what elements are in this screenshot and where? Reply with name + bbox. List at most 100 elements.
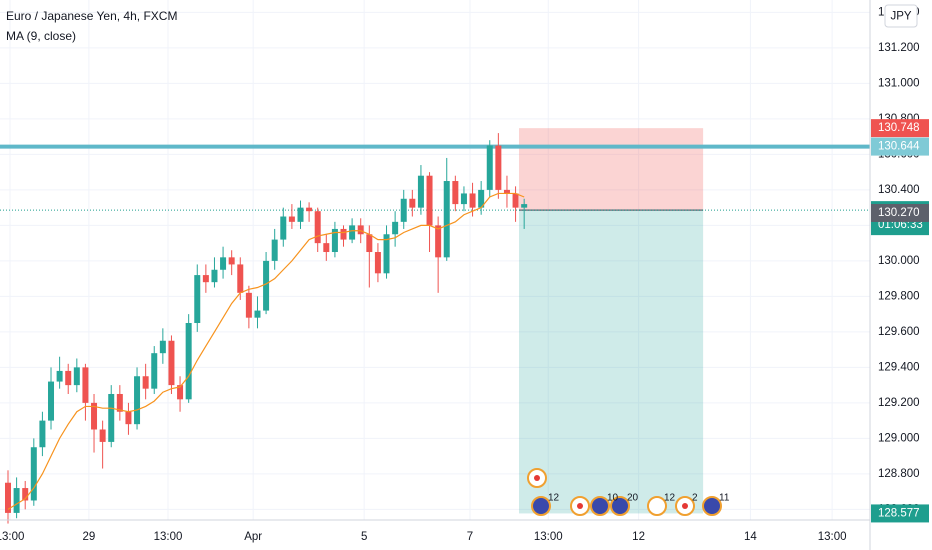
event-icon <box>647 496 667 516</box>
candle-body <box>374 252 381 274</box>
events: 12 10 20 12 2 11 <box>527 468 730 516</box>
candle-body <box>366 234 373 253</box>
event-dot <box>577 503 583 509</box>
event-count: 20 <box>627 493 639 504</box>
candle-body <box>331 228 338 253</box>
candle-body <box>495 145 502 190</box>
x-tick-label: 29 <box>82 531 95 543</box>
candle-body <box>151 353 158 389</box>
x-tick-label: 13:00 <box>534 531 563 543</box>
x-tick-label: 7 <box>467 531 473 543</box>
candle-body <box>56 370 63 382</box>
chart-title: Euro / Japanese Yen, 4h, FXCM <box>6 9 177 23</box>
candle-body <box>39 420 46 448</box>
y-tick-label: 131.000 <box>878 77 920 89</box>
candle-body <box>177 385 184 400</box>
y-tick-label: 131.200 <box>878 42 920 54</box>
price-label: 130.270 <box>878 207 920 219</box>
price-label-bg <box>871 119 929 138</box>
stop-zone <box>519 128 704 211</box>
x-tick-label: 14 <box>744 531 757 543</box>
candle-body <box>426 175 433 226</box>
price-axis: 128.600128.800129.000129.200129.400129.6… <box>0 6 929 543</box>
candle-body <box>237 264 244 293</box>
y-tick-label: 129.400 <box>878 361 920 373</box>
ma-line <box>7 192 525 510</box>
candle-body <box>65 370 72 386</box>
candle-body <box>220 257 227 270</box>
indicator-label: MA (9, close) <box>6 29 76 43</box>
event-count: 10 <box>607 493 619 504</box>
grid <box>0 0 870 520</box>
candle-body <box>306 207 313 212</box>
candle-body <box>383 234 390 274</box>
candle-body <box>521 204 528 208</box>
x-tick-label: 13:00 <box>818 531 847 543</box>
candle-body <box>159 340 166 354</box>
candle-body <box>288 216 295 222</box>
y-tick-label: 130.000 <box>878 255 920 267</box>
candle-body <box>185 323 192 400</box>
candle-body <box>486 145 493 190</box>
countdown: 01:06:33 <box>878 219 923 231</box>
candle-body <box>5 482 12 513</box>
price-label: 130.644 <box>878 141 920 153</box>
x-tick-label: 13:00 <box>0 531 24 543</box>
candle-body <box>245 292 252 318</box>
event-icon <box>702 496 722 516</box>
event-icon <box>610 496 630 516</box>
currency-button[interactable] <box>884 4 918 28</box>
candle-body <box>512 193 519 208</box>
event-icon <box>531 496 551 516</box>
candle-body <box>73 367 80 386</box>
y-tick-label: 130.400 <box>878 184 920 196</box>
candle-body <box>134 376 141 425</box>
price-label-bg <box>871 137 929 156</box>
candle-body <box>392 221 399 235</box>
candle-body <box>323 243 330 253</box>
candle-body <box>228 257 235 265</box>
candle-body <box>280 216 287 240</box>
price-label: 128.577 <box>878 507 920 519</box>
price-label: 130.748 <box>878 122 920 134</box>
event-count: 2 <box>692 493 698 504</box>
candle-body <box>452 181 459 205</box>
candle-body <box>82 367 89 403</box>
candle-body <box>48 381 55 421</box>
candle-body <box>271 239 278 261</box>
candle-body <box>409 198 416 208</box>
candle-body <box>254 310 261 318</box>
candle-body <box>202 275 209 283</box>
event-count: 12 <box>664 493 676 504</box>
price-label-bg <box>871 203 929 222</box>
candle-body <box>30 447 37 501</box>
x-tick-label: 5 <box>361 531 367 543</box>
candle-body <box>125 411 132 425</box>
candle-body <box>435 225 442 258</box>
price-label-bg <box>871 504 929 523</box>
candle-body <box>357 225 364 235</box>
candle-body <box>263 260 270 311</box>
candle-body <box>142 376 149 389</box>
event-dot <box>534 475 540 481</box>
candle-body <box>469 193 476 208</box>
event-icon <box>590 496 610 516</box>
candle-body <box>314 211 321 244</box>
candle-body <box>168 340 175 386</box>
x-tick-label: Apr <box>244 531 262 543</box>
event-count: 12 <box>548 493 560 504</box>
currency-label[interactable]: JPY <box>890 11 911 23</box>
candle-body <box>297 207 304 222</box>
candle-body <box>417 175 424 208</box>
candle-body <box>13 488 20 513</box>
event-dot <box>682 503 688 509</box>
event-count: 11 <box>719 493 730 504</box>
candle-body <box>503 189 510 194</box>
candle-body <box>194 275 201 324</box>
y-tick-label: 128.800 <box>878 468 920 480</box>
y-tick-label: 129.600 <box>878 326 920 338</box>
candle-body <box>460 193 467 205</box>
candle-body <box>443 181 450 258</box>
y-tick-label: 129.000 <box>878 432 920 444</box>
